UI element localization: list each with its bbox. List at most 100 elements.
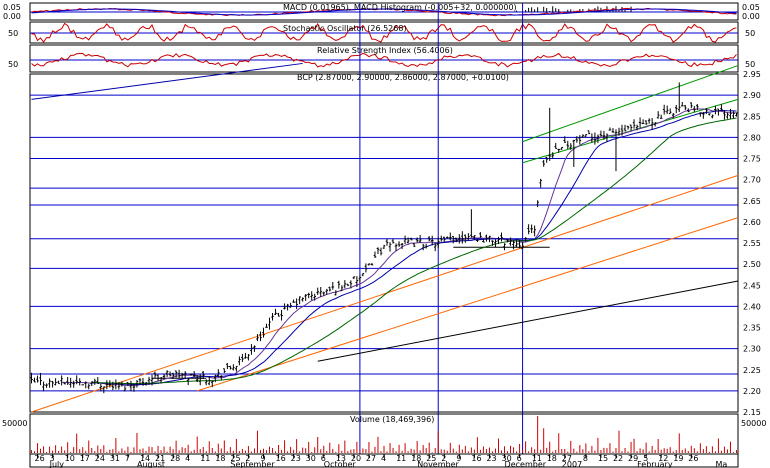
candle-143	[461, 231, 464, 244]
ma-medium	[91, 109, 737, 386]
candle-2	[36, 375, 39, 383]
candle-28	[114, 379, 118, 390]
x-ticks: 26 3 10 17 24 31 7 14 21 28 4 11 18 25 2 9 16 23 30 6 13 20 27…	[35, 454, 727, 468]
candle-223	[702, 111, 705, 119]
rsi-marks	[30, 52, 738, 68]
x-tick-41: 12	[658, 454, 668, 463]
candle-96	[319, 287, 323, 298]
candle-109	[358, 275, 362, 283]
x-tick-24: 11	[396, 454, 406, 463]
candle-32	[126, 382, 130, 386]
macd-signal-line	[31, 8, 737, 16]
candle-70	[241, 353, 244, 362]
x-tick-29: 16	[471, 454, 481, 463]
candle-114	[373, 251, 377, 258]
candle-184	[584, 134, 588, 137]
stochastic-tick-left: 50	[8, 29, 18, 38]
candle-27	[111, 381, 115, 391]
candle-221	[696, 103, 699, 110]
candle-152	[488, 235, 491, 243]
trend-orange-upper	[31, 174, 739, 413]
x-tick-14: 2	[245, 454, 250, 463]
candle-121	[394, 243, 398, 252]
x-tick-12: 18	[215, 454, 225, 463]
x-tick-23: 4	[381, 454, 386, 463]
candle-167	[533, 225, 536, 237]
candle-181	[575, 136, 579, 143]
candle-150	[482, 238, 485, 243]
candle-16	[78, 378, 82, 386]
x-tick-28: 9	[456, 454, 461, 463]
candle-93	[310, 291, 313, 301]
x-tick-22: 27	[366, 454, 376, 463]
candle-38	[144, 382, 148, 386]
x-tick-3: 17	[80, 454, 90, 463]
price-frame	[29, 73, 739, 413]
candle-6	[48, 378, 51, 388]
x-month-6: 2007	[562, 460, 582, 468]
candle-133	[430, 235, 434, 246]
candle-166	[530, 224, 533, 234]
price-ytick-1: 2.90	[743, 91, 761, 100]
candle-4	[42, 381, 45, 392]
x-tick-11: 11	[200, 454, 210, 463]
candle-76	[259, 331, 262, 342]
stochastic-line	[31, 22, 737, 43]
candle-99	[328, 286, 332, 292]
candle-187	[593, 132, 597, 145]
candle-134	[433, 243, 437, 252]
candle-196	[620, 124, 624, 136]
x-tick-32: 6	[517, 454, 522, 463]
candle-120	[391, 238, 395, 244]
candle-172	[548, 107, 552, 161]
candle-201	[635, 124, 639, 131]
candle-216	[680, 102, 684, 107]
candle-80	[271, 312, 274, 321]
candle-126	[409, 237, 413, 241]
candle-47	[171, 372, 175, 379]
candle-36	[138, 378, 142, 385]
candle-192	[608, 127, 612, 131]
candle-195	[617, 127, 621, 136]
candle-89	[298, 296, 301, 305]
price-ytick-16: 2.15	[743, 408, 761, 417]
rsi-frame	[29, 44, 739, 73]
candle-82	[277, 312, 280, 317]
candle-33	[129, 380, 133, 392]
candle-206	[650, 118, 654, 130]
candle-74	[253, 345, 256, 352]
candle-31	[123, 386, 127, 392]
candle-122	[397, 241, 401, 247]
candle-49	[177, 369, 181, 378]
trend-black-long	[317, 280, 739, 362]
volume-tick-right: 50000	[741, 419, 766, 428]
price-ytick-7: 2.60	[743, 218, 761, 227]
rsi-tick-left: 50	[8, 60, 18, 69]
candle-9	[57, 380, 60, 385]
candle-138	[445, 236, 449, 239]
candle-168	[536, 200, 539, 208]
candle-92	[307, 292, 310, 299]
price-ytick-6: 2.65	[743, 197, 761, 206]
candle-170	[542, 159, 545, 167]
candle-197	[623, 124, 627, 132]
candle-228	[717, 108, 720, 116]
price-ytick-14: 2.25	[743, 366, 761, 375]
candle-46	[168, 371, 172, 377]
candle-54	[192, 371, 196, 378]
candle-23	[99, 383, 103, 392]
x-tick-43: 26	[688, 454, 698, 463]
x-tick-36: 8	[583, 454, 588, 463]
x-tick-15: 9	[260, 454, 265, 463]
candle-83	[280, 309, 283, 321]
stochastic-panel: Stochastic Oscillator (26.5268) 50 50	[8, 21, 755, 44]
macd-tick-right-0: 0.05	[742, 3, 760, 12]
candle-35	[135, 380, 139, 388]
candle-132	[427, 236, 431, 242]
x-tick-33: 11	[532, 454, 542, 463]
candle-137	[442, 236, 446, 242]
price-candles	[30, 82, 738, 394]
candle-205	[647, 118, 651, 124]
candle-191	[605, 133, 609, 143]
x-tick-31: 30	[502, 454, 512, 463]
